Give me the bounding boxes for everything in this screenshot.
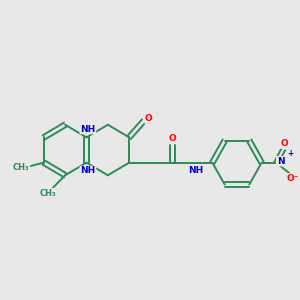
Text: NH: NH	[188, 167, 203, 176]
Text: CH₃: CH₃	[13, 163, 29, 172]
Text: O: O	[145, 114, 153, 123]
Text: NH: NH	[80, 167, 96, 176]
Text: O⁻: O⁻	[286, 174, 299, 183]
Text: O: O	[169, 134, 176, 143]
Text: CH₃: CH₃	[40, 189, 56, 198]
Text: +: +	[287, 149, 293, 158]
Text: O: O	[281, 140, 289, 148]
Text: NH: NH	[80, 124, 96, 134]
Text: N: N	[277, 157, 284, 166]
